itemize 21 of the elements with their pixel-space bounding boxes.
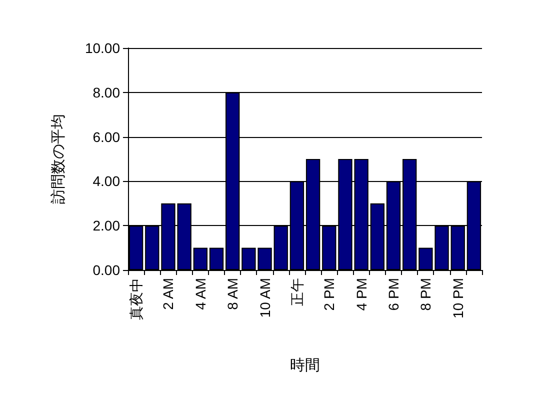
x-tick-label: 8 AM [224, 278, 241, 310]
x-tick-label: 6 PM [386, 278, 402, 311]
y-tick-label: 4.00 [92, 173, 120, 190]
x-tick-label: 8 PM [418, 278, 434, 311]
y-tick-label: 6.00 [92, 128, 120, 145]
x-tick-label: 正午 [288, 278, 305, 306]
bar [209, 248, 224, 270]
x-tick-label: 2 AM [160, 278, 176, 310]
x-tick-label: 10 PM [450, 278, 466, 318]
y-tick-label: 0.00 [92, 262, 120, 278]
x-axis-title: 時間 [290, 357, 320, 374]
y-tick-label: 2.00 [92, 218, 120, 234]
y-tick-label: 8.00 [92, 84, 120, 100]
x-tick-label: 真夜中 [128, 278, 144, 320]
x-tick-label: 4 PM [353, 278, 370, 311]
x-tick-label: 4 AM [192, 278, 208, 310]
x-tick-label: 2 PM [321, 278, 338, 311]
y-tick-label: 10.00 [84, 40, 120, 56]
x-tick-label: 10 AM [256, 278, 273, 318]
y-axis-title: 訪問数の平均 [50, 114, 67, 204]
bar [193, 248, 208, 270]
